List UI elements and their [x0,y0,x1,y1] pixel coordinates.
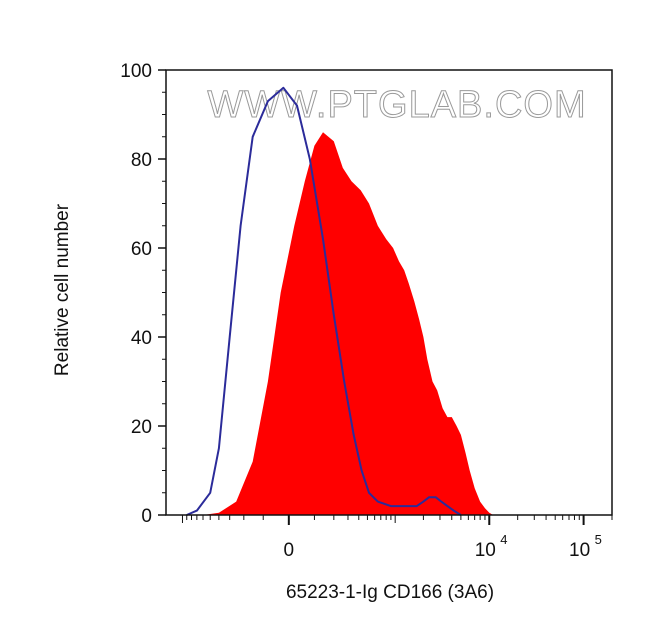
x-tick-label: 10 [475,540,496,561]
x-tick-exponent: 4 [500,532,507,547]
y-tick-label: 20 [131,417,152,438]
x-tick-exponent: 5 [595,532,602,547]
y-tick-label: 0 [141,506,152,527]
plot-series [186,86,494,516]
y-tick-label: 100 [120,61,152,82]
watermark-text: WWW.PTGLAB.COM [207,84,586,126]
y-tick-label: 60 [131,239,152,260]
sample-histogram-area [203,132,494,516]
y-tick-label: 40 [131,328,152,349]
control-histogram-line [186,86,462,516]
y-axis-title: Relative cell number [52,203,73,376]
x-axis: 0 10 4 10 5 [181,515,613,561]
x-tick-label: 0 [284,540,295,561]
y-axis: 0 20 40 60 80 100 [120,61,166,527]
x-axis-title: 65223-1-Ig CD166 (3A6) [286,582,494,603]
x-tick-label: 10 [569,540,590,561]
y-tick-label: 80 [131,150,152,171]
